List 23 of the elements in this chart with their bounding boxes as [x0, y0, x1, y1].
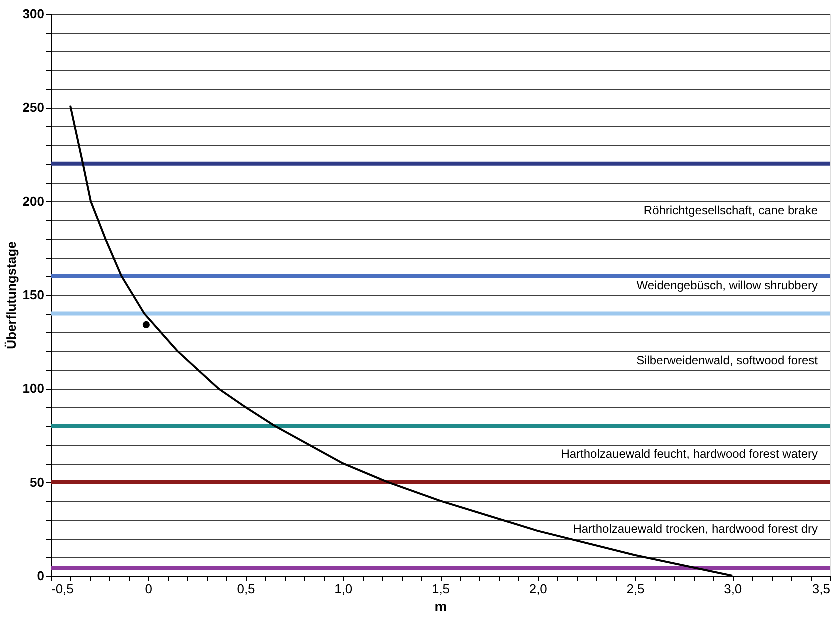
x-tick-label: 0,5 — [237, 582, 256, 596]
x-tick-label: 1,0 — [334, 582, 353, 596]
y-tick-label: 100 — [22, 381, 44, 396]
y-tick-label: 50 — [30, 474, 44, 490]
x-tick-label: 3,5 — [812, 582, 830, 596]
annotation: Weidengebüsch, willow shrubbery — [636, 278, 818, 293]
x-tick-label: 1,5 — [432, 582, 450, 596]
annotation: Hartholzauewald trocken, hardwood forest dry — [573, 522, 818, 536]
y-tick-label: 300 — [22, 6, 44, 22]
y-tick-label: 0 — [37, 568, 44, 584]
x-axis-title: m — [434, 598, 448, 614]
x-tick-label: -0,5 — [52, 582, 74, 596]
x-tick-label: 2,0 — [529, 582, 548, 596]
annotation: Hartholzauewald feucht, hardwood forest watery — [561, 447, 818, 462]
x-tick-label: 3,0 — [724, 582, 742, 596]
y-tick-label: 250 — [22, 100, 44, 116]
x-tick-label: 0 — [145, 582, 152, 596]
y-tick-label: 200 — [22, 194, 44, 209]
y-tick-label: 150 — [22, 288, 44, 302]
annotation: Röhrichtgesellschaft, cane brake — [644, 204, 818, 218]
x-tick-label: 2,5 — [626, 582, 645, 596]
y-axis-title: Überflutungstage — [4, 242, 19, 350]
annotation: Silberweidenwald, softwood forest — [636, 354, 819, 368]
